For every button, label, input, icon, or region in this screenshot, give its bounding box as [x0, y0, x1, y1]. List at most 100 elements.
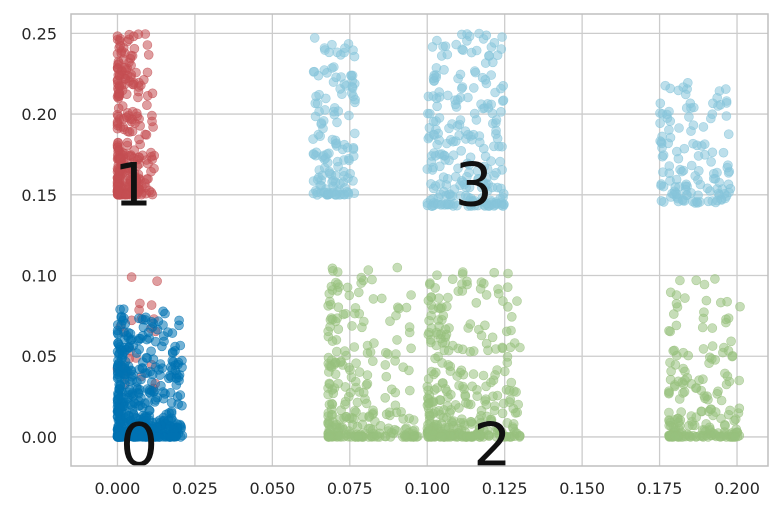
data-point — [357, 322, 367, 333]
data-point — [140, 129, 150, 140]
data-point — [482, 411, 492, 422]
data-point — [123, 327, 134, 338]
data-point — [441, 180, 452, 190]
data-point — [342, 282, 353, 293]
data-point — [114, 58, 124, 69]
data-point — [655, 136, 666, 146]
data-point — [481, 290, 492, 300]
data-point — [408, 426, 418, 436]
data-point — [424, 390, 435, 400]
data-point — [344, 110, 354, 121]
data-point — [455, 417, 466, 428]
data-point — [656, 180, 666, 191]
data-point — [457, 82, 468, 92]
data-point — [398, 362, 409, 373]
data-point — [144, 431, 154, 442]
data-point — [675, 164, 685, 175]
data-point — [450, 95, 460, 105]
data-point — [131, 175, 142, 186]
data-point — [329, 103, 340, 113]
data-point — [707, 147, 718, 158]
data-point — [141, 413, 151, 423]
data-point — [489, 37, 500, 48]
data-point — [670, 431, 680, 442]
data-point — [114, 348, 125, 359]
data-point — [324, 47, 334, 58]
data-point — [323, 300, 334, 311]
data-point — [730, 432, 740, 442]
data-point — [330, 369, 341, 380]
data-point — [688, 138, 698, 149]
data-point — [428, 91, 439, 101]
data-point — [493, 288, 504, 299]
data-point — [665, 83, 676, 94]
data-point — [177, 400, 187, 411]
data-point — [363, 423, 374, 434]
data-point — [444, 407, 455, 418]
data-point — [431, 63, 442, 73]
data-point — [655, 118, 665, 128]
y-tick-label: 0.15 — [21, 186, 57, 205]
data-point — [655, 98, 666, 109]
data-point — [150, 395, 161, 405]
data-point — [312, 187, 322, 198]
data-point — [432, 199, 443, 209]
data-point — [322, 68, 332, 78]
data-point — [669, 345, 680, 356]
data-point — [391, 426, 402, 436]
data-point — [142, 334, 152, 345]
data-point — [481, 399, 492, 410]
data-point — [706, 354, 717, 364]
data-point — [118, 393, 129, 404]
data-point — [699, 307, 709, 318]
data-point — [174, 320, 184, 331]
data-point — [487, 182, 498, 193]
data-point — [353, 432, 363, 442]
data-point — [353, 287, 364, 298]
data-point — [692, 198, 703, 208]
data-point — [490, 370, 500, 380]
data-point — [114, 35, 125, 46]
data-point — [349, 342, 360, 352]
data-point — [680, 293, 690, 303]
data-point — [432, 35, 442, 46]
data-point — [309, 33, 320, 43]
data-point — [147, 377, 157, 387]
data-point — [665, 176, 675, 186]
data-point — [433, 329, 443, 340]
x-tick-label: 0.025 — [172, 479, 218, 498]
data-point — [325, 315, 336, 325]
data-point — [177, 355, 187, 366]
data-point — [313, 172, 324, 183]
data-point — [721, 111, 732, 121]
data-point — [671, 320, 682, 331]
data-point — [127, 51, 138, 61]
data-point — [473, 174, 484, 184]
data-point — [152, 276, 162, 287]
data-point — [396, 407, 406, 417]
data-point — [445, 135, 456, 145]
data-point — [463, 129, 473, 140]
data-point — [698, 122, 709, 132]
data-point — [171, 431, 181, 442]
data-point — [140, 29, 151, 39]
data-point — [664, 125, 674, 135]
data-point — [358, 387, 369, 398]
data-point — [338, 166, 349, 177]
data-point — [716, 395, 727, 406]
data-point — [483, 345, 493, 356]
data-point — [712, 195, 723, 206]
data-point — [422, 423, 433, 434]
data-point — [452, 371, 463, 381]
data-point — [392, 302, 403, 313]
data-point — [707, 323, 718, 333]
data-point — [457, 279, 467, 289]
data-point — [358, 275, 369, 286]
y-tick-label: 0.10 — [21, 267, 57, 286]
data-point — [391, 349, 401, 359]
data-point — [505, 394, 516, 405]
data-point — [664, 325, 674, 336]
data-point — [320, 105, 330, 115]
data-point — [502, 357, 513, 368]
data-point — [471, 45, 482, 56]
